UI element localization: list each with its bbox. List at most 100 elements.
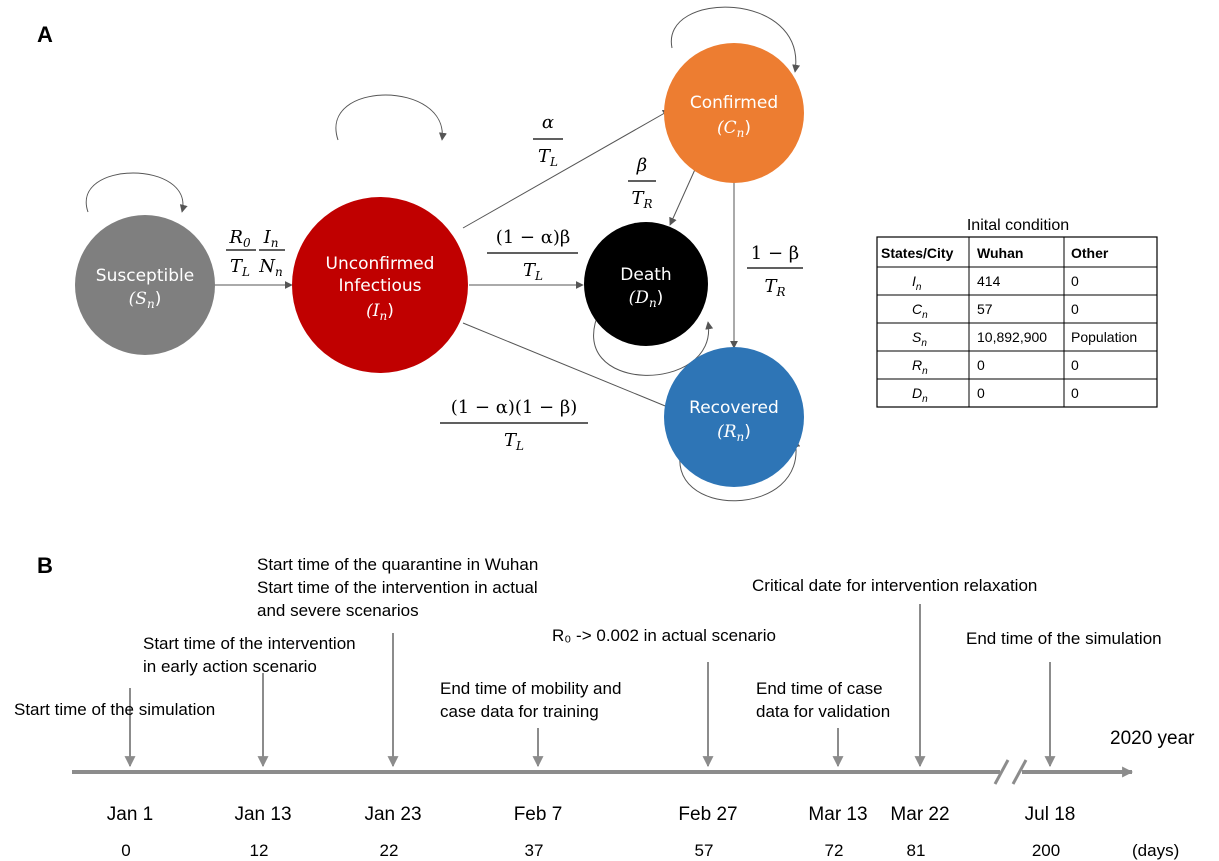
- rate-c-to-r: 1 − β TR: [747, 243, 803, 299]
- event-description-line: Critical date for intervention relaxatio…: [752, 576, 1037, 595]
- infectious-symbol: (In): [366, 301, 394, 323]
- rate-s-to-i-den1: TL: [230, 256, 250, 279]
- event-date-label: Jul 18: [1025, 804, 1076, 825]
- table-header-state: States/City: [881, 245, 954, 261]
- table-cell-other: 0: [1071, 273, 1079, 289]
- table-cell-other: 0: [1071, 301, 1079, 317]
- table-header-other: Other: [1071, 245, 1109, 261]
- event-description-line: R₀ -> 0.002 in actual scenario: [552, 626, 776, 645]
- event-day-label: 0: [121, 841, 130, 860]
- event-description-line: and severe scenarios: [257, 601, 419, 620]
- panel-b-label: B: [37, 553, 53, 578]
- confirmed-label: Confirmed: [690, 93, 778, 113]
- table-cell-other: 0: [1071, 385, 1079, 401]
- event-date-label: Feb 27: [678, 804, 737, 825]
- event-description-line: Start time of the simulation: [14, 700, 215, 719]
- recovered-symbol: (Rn): [717, 422, 751, 444]
- node-susceptible: Susceptible (Sn): [75, 215, 215, 355]
- table-cell-state: Sn: [912, 329, 927, 349]
- panel-a-label: A: [37, 22, 53, 47]
- event-date-label: Mar 22: [890, 804, 949, 825]
- loop-infectious: [335, 94, 447, 141]
- table-cell-state: Cn: [912, 301, 928, 321]
- event-description-line: in early action scenario: [143, 657, 317, 676]
- rate-s-to-i-num1: R0: [228, 227, 251, 250]
- event-day-label: 72: [825, 841, 844, 860]
- event-description-line: End time of case: [756, 679, 883, 698]
- table-rows: In 414 0 Cn 57 0 Sn 10,892,900 Population Rn 0 0 Dn 0…: [912, 273, 1137, 405]
- node-death: Death (Dn): [584, 222, 708, 346]
- table-title: Inital condition: [967, 217, 1069, 234]
- event-description-line: case data for training: [440, 702, 599, 721]
- table-cell-other: Population: [1071, 329, 1137, 345]
- timeline-events: Start time of the simulation Jan 1 0 Start …: [14, 555, 1162, 860]
- event-day-label: 22: [380, 841, 399, 860]
- rate-c-to-r-num: 1 − β: [751, 243, 799, 264]
- table-cell-state: In: [912, 273, 922, 293]
- event-day-label: 12: [250, 841, 269, 860]
- rate-i-to-d: (1 − α)β TL: [487, 227, 578, 283]
- table-cell-other: 0: [1071, 357, 1079, 373]
- node-recovered: Recovered (Rn): [664, 347, 804, 487]
- axis-break-mark-2: [1011, 759, 1028, 785]
- table-border: [876, 236, 1158, 408]
- loop-susceptible: [85, 172, 188, 213]
- event-description-line: End time of mobility and: [440, 679, 621, 698]
- event-date-label: Jan 1: [107, 804, 153, 825]
- arrow-i-to-c: [462, 109, 671, 229]
- event-description-line: data for validation: [756, 702, 890, 721]
- event-date-label: Feb 7: [514, 804, 563, 825]
- rate-i-to-r-num: (1 − α)(1 − β): [451, 397, 578, 418]
- loop-confirmed: [670, 6, 801, 73]
- rate-i-to-r: (1 − α)(1 − β) TL: [440, 397, 588, 453]
- self-loops: [85, 6, 801, 502]
- event-day-label: 37: [525, 841, 544, 860]
- table-header-wuhan: Wuhan: [977, 245, 1023, 261]
- event-date-label: Mar 13: [808, 804, 867, 825]
- rate-i-to-c-num: α: [542, 112, 554, 133]
- rate-i-to-c: α TL: [533, 112, 563, 169]
- event-description-line: End time of the simulation: [966, 629, 1162, 648]
- node-confirmed: Confirmed (Cn): [664, 43, 804, 183]
- death-symbol: (Dn): [629, 288, 664, 310]
- susceptible-label: Susceptible: [96, 266, 194, 286]
- rate-s-to-i-den2: Nn: [258, 256, 282, 279]
- table-cell-wuhan: 414: [977, 273, 1001, 289]
- event-date-label: Jan 13: [234, 804, 291, 825]
- table-cell-wuhan: 0: [977, 357, 985, 373]
- rate-c-to-r-den: TR: [764, 276, 785, 299]
- event-date-label: Jan 23: [364, 804, 421, 825]
- loop-recovered: [679, 439, 801, 502]
- node-infectious: Unconfirmed Infectious (In): [292, 197, 468, 373]
- rate-i-to-c-den: TL: [538, 146, 558, 169]
- axis-break-mark-1: [993, 759, 1010, 785]
- event-day-label: 200: [1032, 841, 1060, 860]
- loop-death: [593, 309, 714, 376]
- timeline: 2020 year (days) Start time of the simul…: [14, 555, 1195, 860]
- rate-c-to-d-den: TR: [631, 188, 652, 211]
- table-row-dividers: [877, 266, 1157, 380]
- infectious-label-line1: Unconfirmed: [326, 254, 435, 274]
- rate-i-to-d-den: TL: [523, 260, 543, 283]
- rate-i-to-d-num: (1 − α)β: [496, 227, 571, 248]
- event-day-label: 81: [907, 841, 926, 860]
- susceptible-symbol: (Sn): [129, 289, 162, 311]
- arrow-c-to-d: [669, 164, 698, 226]
- timeline-days-unit: (days): [1132, 841, 1179, 860]
- death-circle: [584, 222, 708, 346]
- confirmed-circle: [664, 43, 804, 183]
- rate-s-to-i-num2: In: [263, 227, 279, 250]
- event-description-line: Start time of the intervention: [143, 634, 356, 653]
- rate-c-to-d-num: β: [636, 155, 647, 176]
- table-cell-wuhan: 0: [977, 385, 985, 401]
- death-label: Death: [620, 265, 671, 285]
- susceptible-circle: [75, 215, 215, 355]
- arrow-i-to-r: [462, 322, 676, 411]
- rate-i-to-r-den: TL: [504, 430, 524, 453]
- table-cell-state: Dn: [912, 385, 928, 405]
- table-cell-wuhan: 10,892,900: [977, 329, 1047, 345]
- timeline-year-label: 2020 year: [1110, 728, 1195, 749]
- recovered-circle: [664, 347, 804, 487]
- rate-s-to-i: R0 TL In Nn: [226, 227, 285, 279]
